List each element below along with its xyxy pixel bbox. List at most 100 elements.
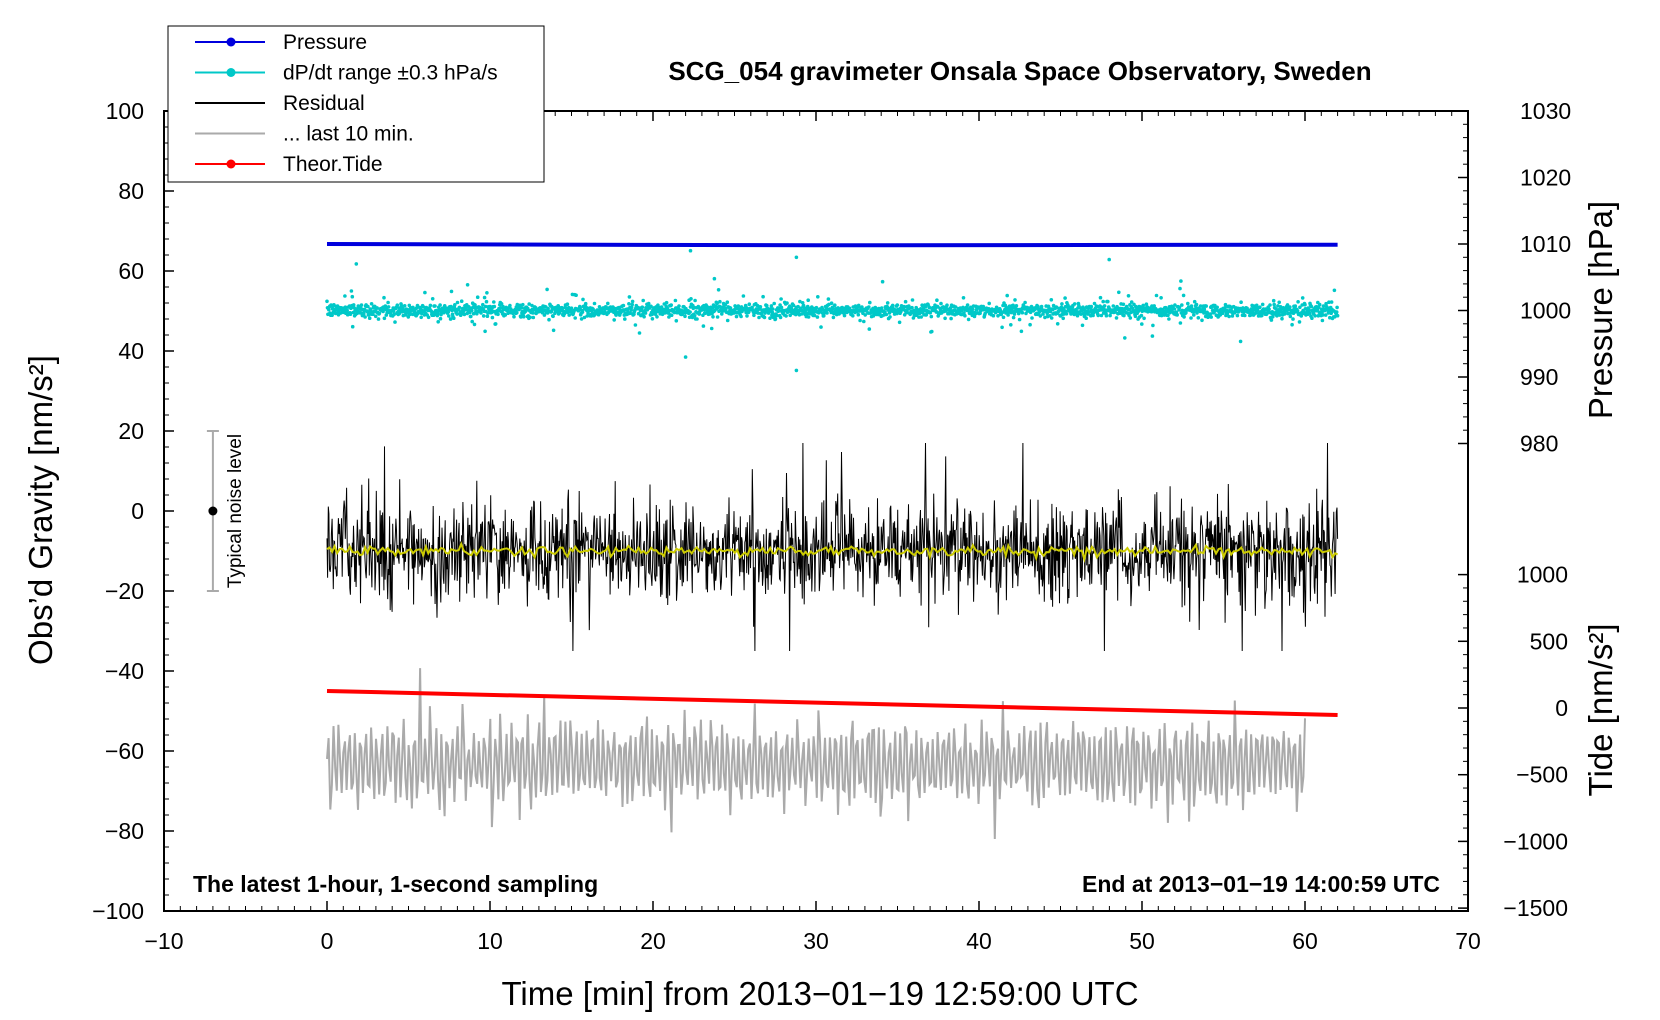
- dpdt-point: [499, 302, 504, 306]
- dpdt-point: [386, 300, 390, 305]
- dpdt-point: [583, 301, 588, 306]
- dpdt-point: [943, 316, 947, 321]
- dpdt-point: [369, 302, 374, 306]
- chart-title: SCG_054 gravimeter Onsala Space Observat…: [668, 56, 1371, 86]
- dpdt-point: [630, 302, 634, 307]
- residual-mean-series-line: [326, 541, 1339, 564]
- dpdt-point: [1280, 316, 1284, 321]
- x-tick-label: −10: [144, 928, 183, 954]
- dpdt-point: [531, 315, 536, 320]
- dpdt-point: [903, 299, 908, 304]
- dpdt-point: [1277, 313, 1282, 317]
- dpdt-point: [472, 322, 477, 327]
- dpdt-point: [482, 295, 487, 300]
- tide-tick-label: 1000: [1517, 562, 1568, 588]
- dpdt-point: [430, 297, 435, 301]
- dpdt-point: [1106, 299, 1110, 304]
- dpdt-point: [895, 303, 900, 307]
- dpdt-point: [343, 294, 347, 298]
- dpdt-point: [752, 313, 756, 318]
- dpdt-point: [739, 314, 743, 319]
- dpdt-point: [806, 315, 811, 319]
- dpdt-point: [1324, 301, 1328, 306]
- dpdt-point: [664, 300, 669, 305]
- dpdt-point: [573, 316, 577, 320]
- dpdt-point: [485, 314, 490, 319]
- dpdt-point: [966, 317, 971, 322]
- dpdt-point: [973, 311, 978, 316]
- x-tick-label: 20: [640, 928, 666, 954]
- dpdt-point: [851, 314, 855, 318]
- dpdt-point: [1108, 313, 1112, 318]
- dpdt-point: [659, 305, 664, 309]
- dpdt-point: [927, 305, 932, 310]
- dpdt-point: [1127, 307, 1132, 312]
- dpdt-point: [981, 304, 986, 309]
- dpdt-point: [1141, 303, 1145, 308]
- y-tick-label: 80: [118, 178, 144, 204]
- dpdt-point: [1096, 313, 1100, 318]
- y-axis-title-left: Obs’d Gravity [nm/s²]: [22, 355, 59, 665]
- dpdt-point: [1091, 313, 1095, 318]
- dpdt-point: [953, 305, 958, 309]
- dpdt-point: [446, 310, 451, 314]
- dpdt-point: [395, 303, 400, 308]
- dpdt-point: [773, 316, 778, 321]
- dpdt-point: [407, 312, 412, 317]
- dpdt-point: [1209, 315, 1213, 319]
- dpdt-point: [798, 299, 802, 304]
- dpdt-point: [991, 313, 996, 318]
- dpdt-point: [910, 305, 914, 310]
- dpdt-point: [649, 304, 653, 309]
- dpdt-point: [391, 309, 396, 314]
- dpdt-point: [578, 306, 582, 310]
- dpdt-point: [778, 315, 783, 320]
- dpdt-point: [972, 314, 977, 319]
- dpdt-point: [490, 315, 495, 320]
- dpdt-point: [455, 312, 459, 316]
- dpdt-point: [350, 294, 355, 299]
- dpdt-point: [1298, 305, 1302, 310]
- dpdt-point: [1126, 294, 1131, 298]
- y-tick-label: 100: [106, 98, 144, 124]
- dpdt-point: [1154, 293, 1159, 298]
- dpdt-point: [1320, 318, 1325, 323]
- dpdt-point: [1177, 305, 1182, 310]
- x-tick-label: 50: [1129, 928, 1155, 954]
- dpdt-point: [1005, 293, 1009, 298]
- dpdt-point: [725, 300, 730, 305]
- dpdt-point: [1019, 329, 1024, 334]
- dpdt-point: [560, 306, 565, 311]
- dpdt-point: [469, 314, 473, 319]
- dpdt-point: [1139, 313, 1144, 318]
- dpdt-point: [1321, 304, 1326, 308]
- dpdt-point: [519, 306, 524, 310]
- dpdt-point: [643, 311, 648, 315]
- dpdt-point: [1182, 315, 1186, 319]
- dpdt-point: [1075, 313, 1080, 318]
- dpdt-point: [1166, 313, 1170, 318]
- pressure-tick-label: 990: [1520, 364, 1558, 390]
- dpdt-point: [663, 310, 667, 315]
- dpdt-point: [1023, 300, 1027, 305]
- y-tick-label: −100: [92, 898, 144, 924]
- dpdt-point: [1189, 316, 1193, 320]
- dpdt-point: [757, 315, 761, 320]
- dpdt-point: [949, 316, 953, 321]
- legend-label: Theor.Tide: [283, 153, 383, 176]
- dpdt-point: [1300, 296, 1305, 300]
- dpdt-point: [826, 297, 831, 301]
- dpdt-point: [736, 304, 741, 308]
- dpdt-point: [1113, 310, 1117, 314]
- dpdt-point: [772, 301, 776, 306]
- dpdt-outlier-point: [688, 248, 693, 253]
- dpdt-point: [856, 303, 861, 308]
- dpdt-point: [470, 319, 475, 324]
- dpdt-point: [693, 298, 697, 303]
- dpdt-point: [1117, 290, 1121, 295]
- dpdt-point: [1014, 304, 1019, 308]
- dpdt-point: [1333, 315, 1337, 319]
- tide-tick-label: 500: [1530, 628, 1568, 654]
- dpdt-point: [1310, 316, 1314, 321]
- dpdt-point: [929, 314, 934, 319]
